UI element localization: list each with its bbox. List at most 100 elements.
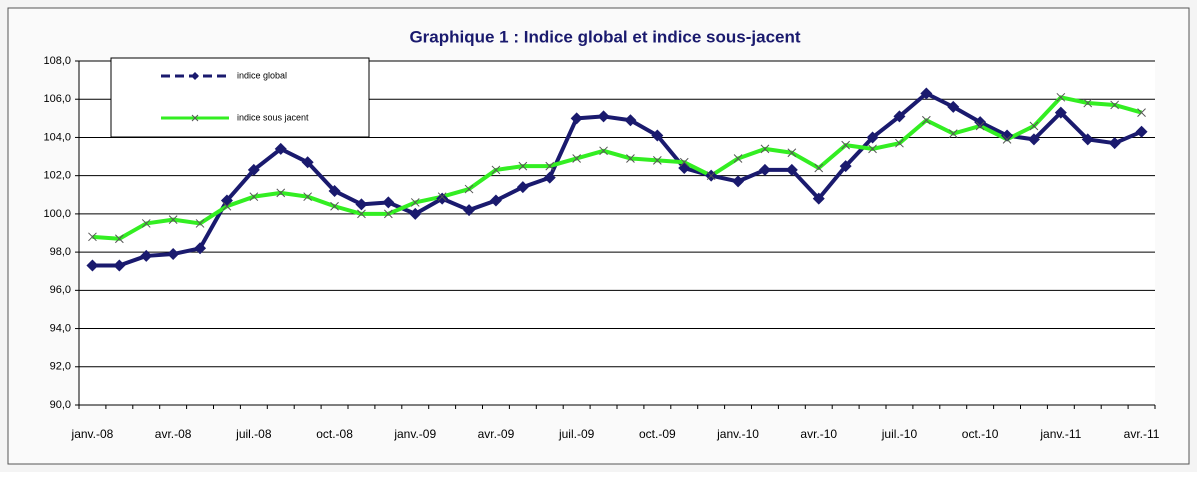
marker [194,242,207,255]
marker [330,201,339,211]
y-tick-label: 108,0 [43,55,71,67]
marker [1056,92,1066,102]
marker [113,259,126,272]
y-tick-label: 90,0 [50,399,71,411]
marker [1002,135,1012,144]
marker [195,219,205,228]
marker [543,171,556,184]
marker [545,161,555,171]
marker [382,196,395,209]
marker [1108,137,1121,150]
marker [787,148,797,158]
marker [841,140,851,150]
marker [732,175,745,188]
marker [570,112,583,125]
legend [110,57,370,138]
marker [168,215,178,224]
marker [572,154,582,163]
marker [301,156,314,169]
marker [651,129,664,142]
marker [812,192,825,205]
marker [88,232,97,242]
marker [895,138,904,148]
marker [1027,133,1040,146]
legend-marker [191,114,199,122]
y-tick-label: 100,0 [43,208,71,220]
marker [276,188,286,198]
marker [626,154,635,163]
marker [167,248,180,261]
marker [437,192,447,202]
marker [1137,108,1146,117]
marker [947,100,960,113]
marker [357,209,366,219]
marker [249,192,259,202]
marker [1001,129,1014,142]
marker [868,144,877,154]
marker [706,171,716,181]
marker [1081,133,1094,146]
marker [491,165,501,175]
series-line [92,91,1143,268]
y-tick-label: 104,0 [43,131,71,143]
marker [410,198,420,207]
legend-label: indice sous jacent [237,112,309,122]
x-tick-label: oct.-10 [962,427,999,441]
x-tick-label: juil.-09 [558,427,595,441]
marker [624,114,637,127]
marker [247,163,260,176]
x-tick-label: avr.-11 [1124,427,1160,441]
marker [222,201,232,211]
marker [599,146,608,156]
marker [1083,98,1093,108]
x-tick-label: oct.-09 [639,427,676,441]
marker [516,181,529,194]
marker [921,115,931,125]
marker [464,184,474,194]
marker [652,156,662,165]
marker [839,160,852,173]
marker [303,192,313,202]
marker [409,207,422,220]
x-tick-label: juil.-10 [881,427,918,441]
marker [1054,106,1067,119]
marker [274,142,287,155]
y-tick-label: 106,0 [43,93,71,105]
x-tick-label: janv.-11 [1039,427,1081,441]
marker [866,131,879,144]
marker [920,87,933,100]
marker [355,198,368,211]
marker [814,163,824,173]
marker [679,157,689,167]
x-tick-label: avr.-08 [155,427,192,441]
marker [328,184,341,197]
marker [758,163,771,176]
marker [436,192,449,205]
legend-marker [191,72,199,80]
marker [86,259,99,272]
chart-title: Graphique 1 : Indice global et indice so… [409,27,800,46]
marker [1029,121,1039,131]
marker [1110,100,1120,110]
marker [518,161,528,171]
y-tick-label: 92,0 [50,361,71,373]
x-tick-label: juil.-08 [235,427,272,441]
marker [383,209,393,219]
marker [141,219,151,228]
x-tick-label: avr.-10 [800,427,837,441]
series-line [92,95,1143,241]
marker [140,249,153,262]
marker [760,144,770,154]
marker [463,204,476,217]
y-tick-label: 102,0 [43,170,71,182]
x-tick-label: janv.-09 [393,427,436,441]
y-tick-label: 94,0 [50,322,71,334]
x-tick-label: oct.-08 [316,427,353,441]
y-tick-label: 98,0 [50,246,71,258]
marker [597,110,610,123]
marker [974,116,987,129]
marker [948,129,958,138]
x-tick-label: janv.-08 [71,427,114,441]
marker [785,163,798,176]
